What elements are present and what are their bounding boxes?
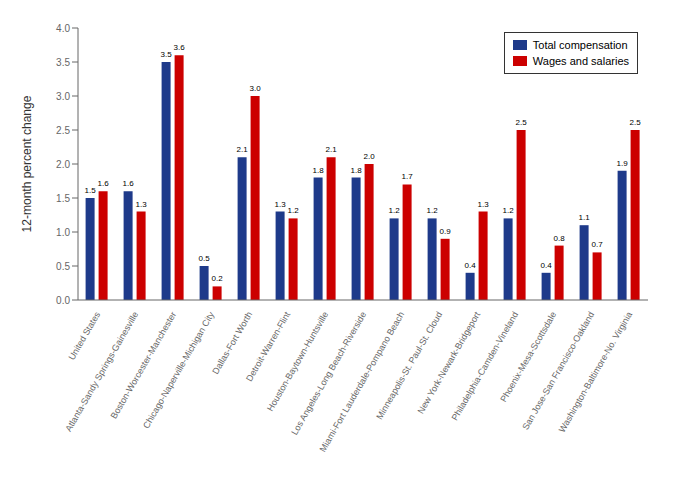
svg-text:0.4: 0.4 (465, 261, 477, 270)
svg-text:Dallas-Fort Worth: Dallas-Fort Worth (210, 310, 254, 376)
svg-text:Houston-Baytown-Huntsville: Houston-Baytown-Huntsville (265, 310, 331, 413)
svg-text:1.8: 1.8 (313, 166, 325, 175)
svg-text:0.4: 0.4 (541, 261, 553, 270)
svg-text:1.3: 1.3 (136, 200, 148, 209)
svg-text:0.8: 0.8 (554, 234, 566, 243)
svg-text:1.3: 1.3 (478, 200, 490, 209)
svg-text:1.2: 1.2 (427, 206, 439, 215)
svg-text:Washington-Baltimore-No. Virgi: Washington-Baltimore-No. Virginia (557, 310, 634, 434)
svg-text:1.5: 1.5 (56, 193, 70, 204)
svg-text:1.1: 1.1 (579, 213, 591, 222)
svg-text:1.8: 1.8 (351, 166, 363, 175)
svg-text:Boston-Worcester-Manchester: Boston-Worcester-Manchester (109, 310, 179, 421)
svg-text:1.0: 1.0 (56, 227, 70, 238)
svg-text:Miami-Fort Lauderdale-Pompano: Miami-Fort Lauderdale-Pompano Beach (317, 310, 406, 454)
svg-text:0.5: 0.5 (56, 261, 70, 272)
svg-text:2.0: 2.0 (364, 152, 376, 161)
svg-text:1.2: 1.2 (503, 206, 515, 215)
svg-text:0.0: 0.0 (56, 295, 70, 306)
svg-text:1.6: 1.6 (123, 179, 135, 188)
html-text:Total compensation: Total compensation (532, 39, 628, 51)
svg-text:2.0: 2.0 (56, 159, 70, 170)
svg-text:San Jose-San Francisco-Oakland: San Jose-San Francisco-Oakland (520, 310, 596, 432)
svg-text:1.7: 1.7 (402, 172, 414, 181)
svg-text:4.0: 4.0 (56, 23, 70, 34)
svg-text:1.2: 1.2 (288, 206, 300, 215)
svg-text:0.7: 0.7 (592, 240, 604, 249)
svg-text:2.1: 2.1 (326, 145, 338, 154)
svg-text:3.0: 3.0 (56, 91, 70, 102)
svg-text:Philadelphia-Camden-Vineland: Philadelphia-Camden-Vineland (450, 310, 521, 422)
svg-text:1.2: 1.2 (389, 206, 401, 215)
svg-text:1.9: 1.9 (617, 159, 629, 168)
svg-text:Chicago-Naperville-Michigan Ci: Chicago-Naperville-Michigan City (141, 310, 216, 431)
svg-text:Atlanta-Sandy Springs-Gainesvi: Atlanta-Sandy Springs-Gainesville (63, 310, 140, 433)
svg-text:3.5: 3.5 (56, 57, 70, 68)
svg-text:1.3: 1.3 (275, 200, 287, 209)
svg-text:2.5: 2.5 (630, 118, 642, 127)
svg-text:12-month percent change: 12-month percent change (20, 95, 34, 232)
svg-text:1.6: 1.6 (98, 179, 110, 188)
svg-text:2.1: 2.1 (237, 145, 249, 154)
svg-text:Minneapolis-St. Paul-St. Cloud: Minneapolis-St. Paul-St. Cloud (374, 310, 444, 421)
svg-text:2.5: 2.5 (56, 125, 70, 136)
svg-text:1.5: 1.5 (85, 186, 97, 195)
svg-text:New York-Newark-Bridgeport: New York-Newark-Bridgeport (416, 310, 483, 416)
svg-text:United States: United States (67, 310, 103, 362)
svg-text:0.9: 0.9 (440, 227, 452, 236)
svg-text:0.2: 0.2 (212, 274, 224, 283)
html-text:Wages and salaries: Wages and salaries (532, 55, 629, 67)
svg-text:3.0: 3.0 (250, 84, 262, 93)
svg-text:0.5: 0.5 (199, 254, 211, 263)
svg-text:Detroit-Warren-Flint: Detroit-Warren-Flint (244, 310, 293, 384)
svg-text:2.5: 2.5 (516, 118, 528, 127)
svg-text:3.5: 3.5 (161, 50, 173, 59)
svg-text:Los Angeles-Long Beach-Riversi: Los Angeles-Long Beach-Riverside (289, 310, 368, 437)
svg-text:Phoenix-Mesa-Scottsdale: Phoenix-Mesa-Scottsdale (498, 310, 559, 404)
svg-text:3.6: 3.6 (174, 43, 186, 52)
